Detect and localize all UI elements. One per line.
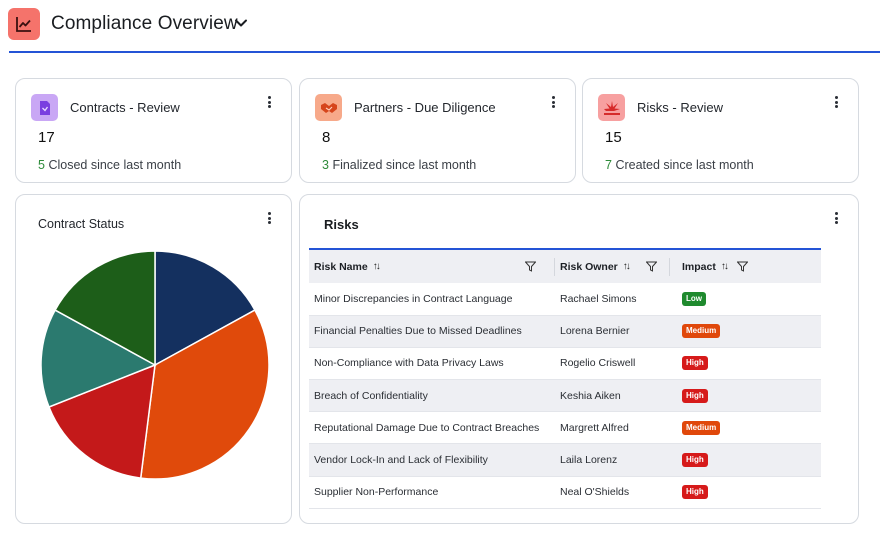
header-divider xyxy=(9,51,880,53)
impact-cell: High xyxy=(670,444,821,476)
table-row[interactable]: Non-Compliance with Data Privacy Laws Rog… xyxy=(309,347,821,380)
column-header-impact[interactable]: Impact ↑↓ xyxy=(670,249,821,283)
stat-label: Contracts - Review xyxy=(70,100,180,115)
more-options-icon[interactable] xyxy=(549,94,557,110)
document-icon xyxy=(31,94,58,121)
line-chart-icon xyxy=(8,8,40,40)
stat-delta: 3 xyxy=(322,158,329,172)
risk-name-cell: Breach of Confidentiality xyxy=(314,389,428,402)
risk-name-cell: Vendor Lock-In and Lack of Flexibility xyxy=(314,454,488,467)
table-row[interactable]: Financial Penalties Due to Missed Deadli… xyxy=(309,315,821,348)
risk-owner-cell: Keshia Aiken xyxy=(560,389,621,402)
stat-value: 15 xyxy=(605,129,622,146)
contracts-review-card[interactable]: Contracts - Review 17 5 Closed since las… xyxy=(15,78,292,183)
more-options-icon[interactable] xyxy=(832,94,840,110)
stat-label: Partners - Due Diligence xyxy=(354,100,496,115)
chart-title: Contract Status xyxy=(38,217,125,231)
sort-icon[interactable]: ↑↓ xyxy=(720,261,729,272)
more-options-icon[interactable] xyxy=(832,210,840,226)
handshake-icon xyxy=(315,94,342,121)
column-header-risk-owner[interactable]: Risk Owner ↑↓ xyxy=(555,249,670,283)
stat-delta-text: Created since last month xyxy=(615,158,754,172)
impact-badge: Medium xyxy=(682,420,721,435)
contract-status-pie-chart xyxy=(40,250,270,480)
risks-card: Risks Risk Name ↑↓ Risk Owner ↑↓ Impact ↑↓ xyxy=(299,194,859,524)
filter-icon[interactable] xyxy=(737,261,748,272)
contract-status-card: Contract Status xyxy=(15,194,292,524)
pie-slice[interactable] xyxy=(48,363,156,479)
column-separator xyxy=(669,258,670,276)
filter-icon[interactable] xyxy=(646,261,657,272)
stat-footnote: 7 Created since last month xyxy=(605,158,754,172)
page-header: Compliance Overview xyxy=(0,0,880,52)
risk-owner-cell: Margrett Alfred xyxy=(560,421,629,434)
risk-name-cell: Supplier Non-Performance xyxy=(314,486,439,499)
risk-name-cell: Financial Penalties Due to Missed Deadli… xyxy=(314,325,522,338)
risk-name-cell: Non-Compliance with Data Privacy Laws xyxy=(314,357,504,370)
table-row[interactable]: Vendor Lock-In and Lack of Flexibility La… xyxy=(309,443,821,477)
stat-delta-text: Closed since last month xyxy=(48,158,182,172)
risks-table: Risk Name ↑↓ Risk Owner ↑↓ Impact ↑↓ Minor … xyxy=(309,248,821,509)
stat-value: 17 xyxy=(38,129,55,146)
risk-name-cell: Reputational Damage Due to Contract Brea… xyxy=(314,421,540,434)
pie-slice[interactable] xyxy=(40,309,157,408)
column-separator xyxy=(554,258,555,276)
pie-slice[interactable] xyxy=(139,309,270,480)
more-options-icon[interactable] xyxy=(265,94,273,110)
impact-cell: High xyxy=(670,347,821,379)
stat-delta-text: Finalized since last month xyxy=(332,158,477,172)
table-header-row: Risk Name ↑↓ Risk Owner ↑↓ Impact ↑↓ xyxy=(309,249,821,283)
stat-delta: 5 xyxy=(38,158,45,172)
page-title: Compliance Overview xyxy=(51,13,238,34)
risks-title: Risks xyxy=(324,217,359,232)
column-header-label: Risk Name xyxy=(314,260,368,273)
more-options-icon[interactable] xyxy=(265,210,273,226)
risk-owner-cell: Laila Lorenz xyxy=(560,454,618,467)
impact-badge: High xyxy=(682,485,708,500)
risk-owner-cell: Rogelio Criswell xyxy=(560,357,636,370)
impact-badge: High xyxy=(682,453,708,468)
risk-name-cell: Minor Discrepancies in Contract Language xyxy=(314,292,513,305)
stat-footnote: 5 Closed since last month xyxy=(38,158,181,172)
stat-value: 8 xyxy=(322,129,331,146)
table-row[interactable]: Supplier Non-Performance Neal O'Shields Hi… xyxy=(309,476,821,509)
stat-footnote: 3 Finalized since last month xyxy=(322,158,476,172)
impact-badge: Medium xyxy=(682,324,721,339)
impact-badge: High xyxy=(682,356,708,371)
impact-cell: Medium xyxy=(670,412,821,444)
sort-icon[interactable]: ↑↓ xyxy=(622,261,631,272)
risk-owner-cell: Lorena Bernier xyxy=(560,325,630,338)
chevron-down-icon[interactable] xyxy=(233,15,249,31)
pie-slice[interactable] xyxy=(54,250,156,367)
stat-label: Risks - Review xyxy=(637,100,723,115)
pie-slice[interactable] xyxy=(154,250,256,367)
filter-icon[interactable] xyxy=(525,261,536,272)
column-header-risk-name[interactable]: Risk Name ↑↓ xyxy=(309,249,555,283)
impact-cell: Low xyxy=(670,283,821,315)
impact-cell: Medium xyxy=(670,315,821,347)
column-header-label: Risk Owner xyxy=(560,260,618,273)
risks-review-card[interactable]: Risks - Review 15 7 Created since last m… xyxy=(582,78,859,183)
stat-delta: 7 xyxy=(605,158,612,172)
risk-owner-cell: Neal O'Shields xyxy=(560,486,630,499)
risk-owner-cell: Rachael Simons xyxy=(560,292,637,305)
table-row[interactable]: Minor Discrepancies in Contract Language… xyxy=(309,283,821,316)
impact-badge: High xyxy=(682,388,708,403)
impact-cell: High xyxy=(670,380,821,412)
partners-due-diligence-card[interactable]: Partners - Due Diligence 8 3 Finalized s… xyxy=(299,78,576,183)
impact-cell: High xyxy=(670,476,821,508)
sort-icon[interactable]: ↑↓ xyxy=(372,261,381,272)
table-row[interactable]: Reputational Damage Due to Contract Brea… xyxy=(309,412,821,444)
table-row[interactable]: Breach of Confidentiality Keshia Aiken Hig… xyxy=(309,379,821,412)
impact-badge: Low xyxy=(682,291,706,306)
column-header-label: Impact xyxy=(682,260,716,273)
warning-burst-icon xyxy=(598,94,625,121)
